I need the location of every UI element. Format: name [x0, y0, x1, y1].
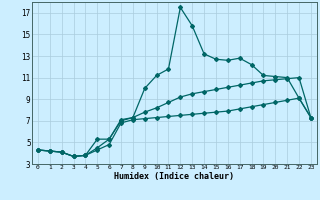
X-axis label: Humidex (Indice chaleur): Humidex (Indice chaleur) — [115, 172, 234, 181]
